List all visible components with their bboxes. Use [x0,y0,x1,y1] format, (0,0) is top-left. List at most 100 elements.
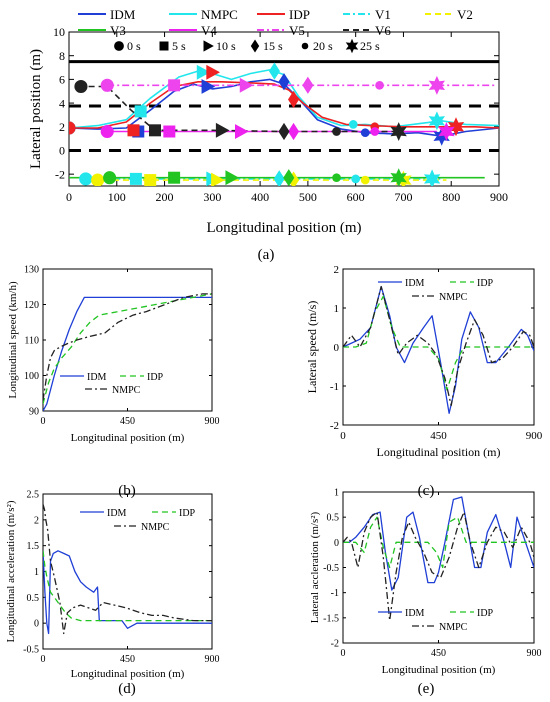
x-tick-label: 500 [299,190,317,204]
y-tick-label: -2 [330,420,339,432]
y-tick-label: 10 [53,25,65,39]
legend-c: IDM IDP NMPC [378,278,494,303]
y-tick-label: 0 [334,342,340,354]
plot-area [43,504,212,635]
x-tick-label: 0 [340,430,346,442]
time-marker-v4-diamond [288,122,300,141]
time-marker-idp-diamond [288,90,300,109]
time-marker-v2-triangle [211,172,225,186]
series-line-idp [43,550,212,622]
time-marker-nmpc-star [428,111,446,131]
y-tick-label: -0.5 [323,563,339,574]
y-tick-label: 2 [59,120,65,134]
time-marker-v6-diamond [278,122,290,141]
time-marker-v5-star [428,75,446,95]
y-tick-label: -1.5 [323,613,339,624]
legend-label-idm: IDM [110,7,136,22]
x-tick-label: 800 [442,190,460,204]
time-marker-v6-triangle [215,122,230,138]
legend-label-nmpc: NMPC [439,292,468,303]
legend-time-label: 15 s [263,39,283,53]
y-axis-label: Lateral speed (m/s) [305,301,319,394]
legend-label-idp: IDP [147,372,164,383]
y-axis-label: Lateral accleration (m/s²) [309,511,321,623]
plot-area [343,285,534,414]
y-tick-label: 0 [334,538,339,549]
series-line-idm [43,296,212,411]
legend-label-v1: V1 [375,7,391,22]
legend-label-idm: IDM [405,278,425,289]
x-tick-label: 900 [490,190,508,204]
legend-label-v2: V2 [457,7,473,22]
chart-a: 0 100 200 300 400 500 600 700 800 900-20246810Lon… [28,7,508,236]
plot-frame [342,491,535,644]
series-line-idp [43,293,212,405]
series-line-idm [343,496,534,591]
y-tick-label: 2 [334,264,340,276]
time-marker-v2-dot [360,175,370,185]
series-line-idp [343,516,534,569]
y-tick-label: -0.5 [23,645,39,656]
legend-time-label: 25 s [360,39,380,53]
time-marker-idp-star [447,117,465,137]
legend-label-idm: IDM [87,372,107,383]
x-tick-label: 900 [526,430,543,442]
legend-label-idp: IDP [477,608,494,619]
x-tick-label: 450 [430,430,447,442]
legend-time-label: 10 s [216,39,236,53]
chart-c: 0 450 900 -2 -1 0 1 2 Longitudinal position (m) L… [305,264,543,459]
y-tick-label: 110 [24,336,39,347]
time-marker-v2-square [144,174,157,186]
time-marker-v1-star [423,169,441,186]
legend-label-idm: IDM [107,508,127,519]
legend-label-idp: IDP [477,278,494,289]
y-tick-label: 2.5 [27,490,40,501]
x-tick-label: 450 [120,416,135,427]
time-marker-v3-diamond [283,169,295,186]
y-tick-label: 2 [34,515,39,526]
time-marker-v3-circle [103,171,117,185]
y-axis-label: Longitudinal acceleration (m/s²) [5,500,17,642]
legend-marker-triangle [203,40,214,52]
series-line-nmpc [43,504,212,635]
time-marker-idm-diamond [278,73,290,91]
time-marker-nmpc-square [134,105,147,118]
chart-e: 0 450 900 -2 -1.5 -1 -0.5 0 0.5 1 Longitudinal pos… [309,488,542,677]
legend-time-label: 0 s [127,39,141,53]
subfigure-label-b: (b) [118,483,136,499]
time-marker-v5-square [168,79,181,92]
y-tick-label: 1 [34,567,39,578]
legend-label-nmpc: NMPC [439,622,468,633]
y-tick-label: 120 [24,300,39,311]
legend-label-idp: IDP [289,7,310,22]
legend-d: IDM IDP NMPC [80,508,196,533]
x-axis-label: Longitudinal position (m) [377,445,501,459]
y-tick-label: 90 [29,407,39,418]
time-marker-v3-square [168,171,181,184]
time-marker-nmpc-dot [348,120,358,129]
legend-b: IDM IDP NMPC [60,372,164,396]
legend-marker-square [159,41,169,51]
time-marker-v4-dot [370,127,380,136]
legend-label-v4: V4 [201,23,217,38]
x-tick-label: 900 [527,648,542,659]
y-tick-label: 8 [59,49,65,63]
time-marker-v6-square [149,124,161,137]
chart-b: 0 450 900 90 100 110 120 130 Longitudinal positi… [7,265,220,445]
subfigure-label-a: (a) [258,247,275,263]
time-marker-v5-circle [100,78,114,92]
time-marker-v6-star [390,122,407,142]
y-tick-label: 100 [24,371,39,382]
time-marker-idp-triangle [206,64,220,80]
time-marker-v2-circle [91,173,105,186]
y-axis-label: Lateral position (m) [28,49,44,169]
plot-frame [68,31,500,187]
time-marker-v6-dot [332,127,341,136]
legend-marker-circle [114,41,124,51]
time-marker-v3-dot [332,173,341,183]
y-tick-label: 0.5 [27,593,40,604]
time-marker-v3-triangle [225,170,240,186]
plot-area [343,496,534,622]
